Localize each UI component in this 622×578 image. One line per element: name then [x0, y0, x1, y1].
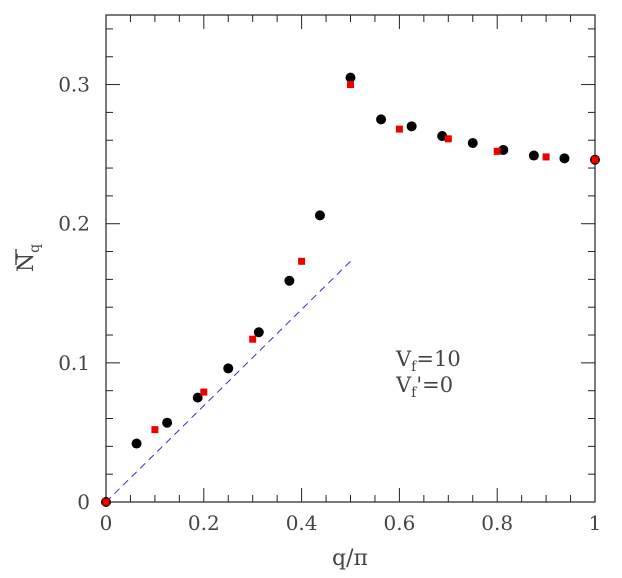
data-point-square: [347, 81, 354, 89]
data-point-square: [102, 498, 110, 506]
annotation-line2-sub: f: [411, 385, 418, 401]
annotation: Vf=10 Vf'=0: [395, 347, 461, 401]
annotation-line1-sub: f: [411, 359, 418, 375]
y-axis-label-main: N: [14, 253, 39, 272]
data-point-circle: [467, 138, 478, 149]
data-point-circle: [162, 417, 173, 428]
data-point-square: [298, 257, 306, 265]
data-series: [101, 72, 600, 507]
data-point-circle: [498, 144, 509, 155]
data-point-circle: [284, 275, 295, 286]
data-point-square: [542, 153, 550, 161]
y-axis-label-sub: q: [27, 244, 43, 253]
svg-text:Vf=10: Vf=10: [395, 347, 461, 375]
svg-text:Vf'=0: Vf'=0: [395, 373, 453, 401]
x-tick-label: 0.8: [481, 511, 513, 535]
y-axis-label: Nq: [14, 244, 43, 272]
data-point-circle: [345, 72, 356, 83]
data-point-circle: [131, 438, 142, 449]
y-tick-label: 0: [77, 490, 90, 514]
data-point-circle: [314, 210, 325, 221]
data-point-circle: [192, 392, 203, 403]
data-point-circle: [528, 150, 539, 161]
y-tick-label: 0.3: [58, 73, 90, 97]
x-tick-label: 0.4: [286, 511, 318, 535]
data-point-circle: [253, 327, 264, 338]
y-tick-label: 0.1: [58, 351, 90, 375]
svg-text:Nq: Nq: [14, 244, 43, 272]
tick-labels: 0 0.2 0.4 0.6 0.8 1 0 0.1 0.2 0.3: [58, 73, 601, 535]
annotation-line2-rest: '=0: [416, 373, 453, 397]
data-point-circle: [559, 153, 570, 164]
x-tick-label: 0: [100, 511, 113, 535]
data-point-square: [249, 335, 257, 343]
data-point-square: [200, 388, 208, 396]
dashed-reference-line: [105, 260, 351, 503]
data-point-square: [591, 156, 599, 164]
annotation-line1-main: V: [395, 347, 412, 371]
x-tick-label: 0.6: [383, 511, 415, 535]
data-point-square: [444, 135, 452, 143]
axis-ticks: [105, 15, 596, 503]
data-point-circle: [223, 363, 234, 374]
data-point-square: [151, 426, 159, 434]
data-point-circle: [437, 131, 448, 142]
annotation-line1-rest: =10: [416, 347, 460, 371]
y-tick-label: 0.2: [58, 212, 90, 236]
x-tick-label: 0.2: [188, 511, 220, 535]
data-point-square: [395, 125, 403, 133]
x-axis-label: q/π: [332, 546, 368, 571]
data-point-square: [493, 147, 501, 155]
x-tick-label: 1: [589, 511, 602, 535]
data-point-circle: [406, 121, 417, 132]
data-point-circle: [376, 114, 387, 125]
annotation-line2-main: V: [395, 373, 412, 397]
